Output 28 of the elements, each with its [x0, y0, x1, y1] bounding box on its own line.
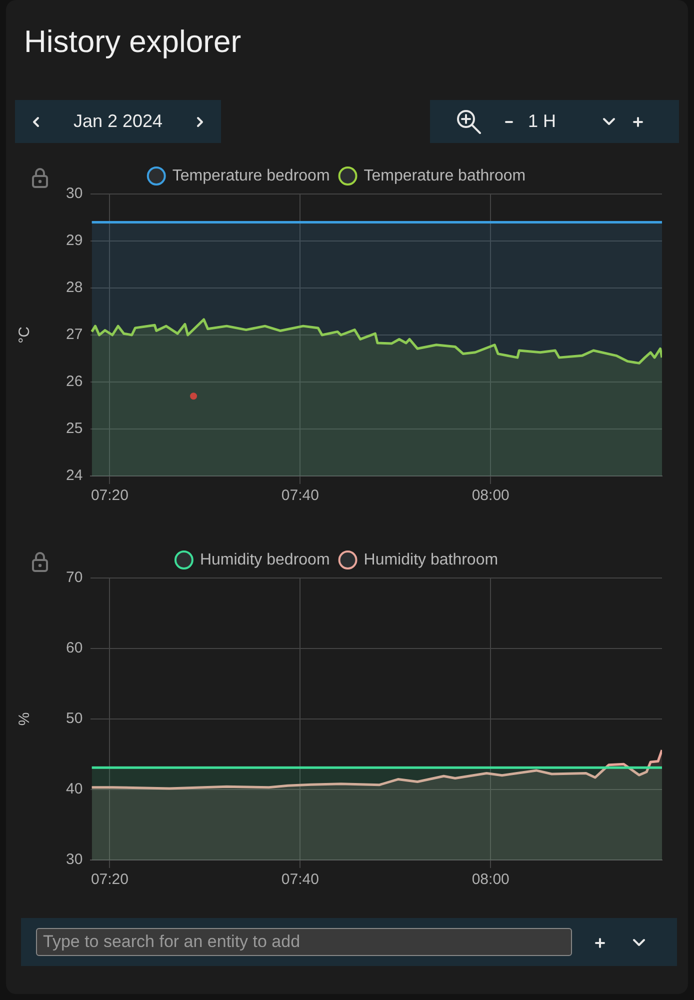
y-tick-label: 40 — [66, 780, 83, 798]
y-tick-label: 24 — [66, 467, 83, 484]
text: Jan 2 2024 — [73, 111, 163, 132]
y-tick-label: 30 — [66, 185, 83, 202]
y-tick-label: 28 — [66, 279, 83, 296]
y-tick-label: 29 — [66, 232, 83, 250]
x-tick-label: 08:00 — [472, 871, 510, 888]
x-tick-label: 07:40 — [281, 871, 319, 888]
y-tick-label: 70 — [66, 569, 83, 586]
text: 1 H — [528, 111, 558, 132]
y-axis-title: % — [16, 712, 34, 726]
y-tick-label: 60 — [66, 640, 83, 657]
legend-label: Humidity bedroom — [200, 551, 330, 568]
legend-label: Temperature bathroom — [364, 167, 526, 184]
y-tick-label: 30 — [66, 851, 83, 868]
y-tick-label: 25 — [66, 420, 83, 438]
y-tick-label: 27 — [66, 326, 83, 344]
x-tick-label: 07:20 — [90, 487, 128, 504]
x-tick-label: 07:40 — [281, 487, 319, 504]
x-tick-label: 08:00 — [472, 487, 510, 504]
y-tick-label: 50 — [66, 710, 83, 728]
legend-label: Temperature bedroom — [172, 167, 330, 184]
y-axis-title: °C — [16, 326, 34, 344]
chart-title: History explorer — [24, 24, 242, 60]
text: Type to search for an entity to add — [36, 928, 572, 956]
legend-label: Humidity bathroom — [364, 551, 498, 568]
y-tick-label: 26 — [66, 373, 83, 390]
x-tick-label: 07:20 — [90, 871, 128, 888]
